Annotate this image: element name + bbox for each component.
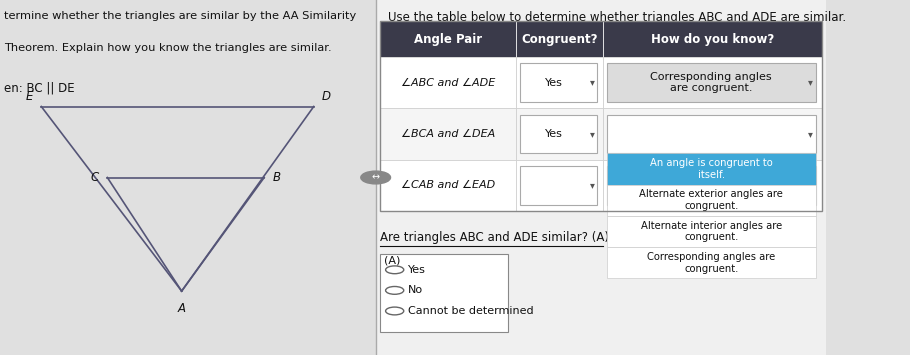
- Text: Corresponding angles are
congruent.: Corresponding angles are congruent.: [647, 252, 775, 273]
- Text: Cannot be determined: Cannot be determined: [408, 306, 533, 316]
- Bar: [607, 247, 815, 278]
- Text: Yes: Yes: [545, 77, 562, 88]
- Bar: [379, 21, 516, 57]
- Text: Alternate interior angles are
congruent.: Alternate interior angles are congruent.: [641, 221, 782, 242]
- Bar: [607, 115, 815, 153]
- Bar: [379, 21, 822, 211]
- Text: B: B: [272, 171, 280, 184]
- Bar: [607, 185, 815, 216]
- Text: ↔: ↔: [371, 173, 379, 182]
- Text: ▾: ▾: [808, 129, 814, 139]
- Text: ▾: ▾: [590, 180, 594, 191]
- Text: (A): (A): [384, 256, 400, 266]
- Text: How do you know?: How do you know?: [651, 33, 774, 45]
- Bar: [521, 166, 597, 205]
- Text: An angle is congruent to
itself.: An angle is congruent to itself.: [650, 158, 773, 180]
- Text: ▾: ▾: [590, 129, 594, 139]
- Bar: [521, 63, 597, 102]
- Circle shape: [360, 171, 390, 184]
- Bar: [379, 57, 516, 108]
- Bar: [379, 160, 516, 211]
- Text: ▾: ▾: [808, 77, 814, 88]
- Text: Congruent?: Congruent?: [521, 33, 598, 45]
- Text: Use the table below to determine whether triangles ABC and ADE are similar.: Use the table below to determine whether…: [388, 11, 846, 24]
- Text: Corresponding angles
are congruent.: Corresponding angles are congruent.: [651, 72, 772, 93]
- Text: termine whether the triangles are similar by the AA Similarity: termine whether the triangles are simila…: [5, 11, 357, 21]
- Bar: [521, 115, 597, 153]
- Bar: [607, 63, 815, 102]
- Text: en: BC || DE: en: BC || DE: [5, 82, 75, 95]
- Text: A: A: [177, 302, 186, 315]
- Bar: [516, 108, 602, 160]
- Text: Yes: Yes: [545, 129, 562, 139]
- Text: ▾: ▾: [590, 77, 594, 88]
- Bar: [0, 0, 376, 355]
- Bar: [602, 108, 822, 160]
- Text: ∠ABC and ∠ADE: ∠ABC and ∠ADE: [400, 77, 495, 88]
- Text: Angle Pair: Angle Pair: [414, 33, 482, 45]
- Text: Yes: Yes: [408, 265, 426, 275]
- Bar: [516, 21, 602, 57]
- Bar: [379, 108, 516, 160]
- Text: No: No: [408, 285, 423, 295]
- Bar: [516, 57, 602, 108]
- Bar: [516, 160, 602, 211]
- Text: C: C: [91, 171, 99, 184]
- Text: D: D: [322, 90, 331, 103]
- Text: E: E: [25, 90, 33, 103]
- Bar: [379, 254, 508, 332]
- Text: Alternate exterior angles are
congruent.: Alternate exterior angles are congruent.: [640, 190, 784, 211]
- Bar: [607, 153, 815, 185]
- Text: Are triangles ABC and ADE similar? (A): Are triangles ABC and ADE similar? (A): [379, 231, 609, 244]
- Bar: [607, 166, 815, 205]
- Bar: [376, 0, 825, 355]
- Text: ∠CAB and ∠EAD: ∠CAB and ∠EAD: [400, 180, 495, 191]
- Bar: [602, 160, 822, 211]
- Bar: [602, 57, 822, 108]
- Bar: [602, 21, 822, 57]
- Bar: [607, 216, 815, 247]
- Text: ∠BCA and ∠DEA: ∠BCA and ∠DEA: [400, 129, 495, 139]
- Text: Theorem. Explain how you know the triangles are similar.: Theorem. Explain how you know the triang…: [5, 43, 332, 53]
